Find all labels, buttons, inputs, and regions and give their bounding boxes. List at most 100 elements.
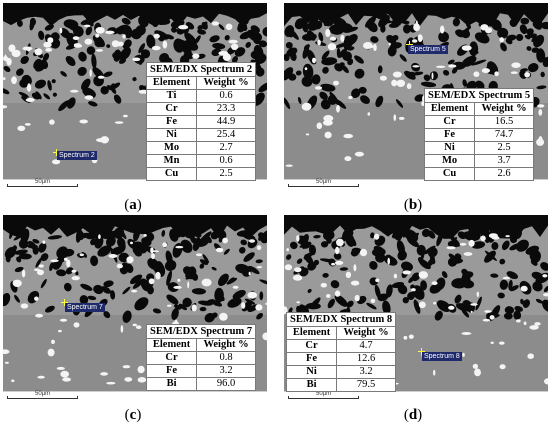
edx-row: Cr 16.5 [423,115,535,129]
edx-table-title: SEM/EDX Spectrum 8 [286,312,397,326]
edx-table-title: SEM/EDX Spectrum 7 [146,324,257,338]
col-element-header: Element [423,102,476,116]
element-cell: Ti [145,89,198,103]
scale-line [288,186,358,187]
weight-cell: 0.8 [196,351,257,365]
spectrum-label-c: Spectrum 7 [65,303,105,312]
edx-row: Cr 0.8 [145,351,257,365]
edx-row: Ni 3.2 [285,365,397,379]
edx-row: Cu 2.6 [423,167,535,181]
edx-row: Fe 3.2 [145,364,257,378]
edx-row: Cr 23.3 [145,102,257,116]
edx-row: Cu 2.5 [145,167,257,181]
weight-cell: 4.7 [336,339,397,353]
weight-cell: 2.5 [196,167,257,181]
panel-caption-c: (c) [124,407,142,423]
scale-bar-c: 50µm [3,391,267,401]
panel-caption-b: (b) [403,197,423,213]
spectrum-label-d: Spectrum 8 [422,352,462,361]
col-weight-header: Weight % [196,76,257,90]
element-cell: Bi [145,377,198,391]
element-cell: Ni [423,141,476,155]
weight-cell: 12.6 [336,352,397,366]
spectrum-marker-cross [418,348,425,355]
weight-cell: 0.6 [196,154,257,168]
scale-tick [358,184,359,187]
scale-label: 50µm [316,391,332,397]
weight-cell: 3.7 [474,154,535,168]
sem-image-d: Spectrum 8 50µm [284,215,548,401]
element-cell: Fe [145,364,198,378]
weight-cell: 2.6 [474,167,535,181]
element-cell: Cr [423,115,476,129]
sem-micrograph-c [3,215,267,401]
weight-cell: 79.5 [336,378,397,392]
col-weight-header: Weight % [196,338,257,352]
scale-line [7,398,77,399]
col-element-header: Element [145,76,198,90]
col-element-header: Element [145,338,198,352]
edx-table-d: SEM/EDX Spectrum 8 Element Weight % Cr 4.… [285,312,397,392]
weight-cell: 25.4 [196,128,257,142]
weight-cell: 2.7 [196,141,257,155]
weight-cell: 3.2 [336,365,397,379]
edx-row: Fe 74.7 [423,128,535,142]
col-weight-header: Weight % [336,326,397,340]
spectrum-marker-cross [61,299,68,306]
element-cell: Mo [145,141,198,155]
element-cell: Ni [285,365,338,379]
element-cell: Bi [285,378,338,392]
scale-bar-b: 50µm [284,179,548,189]
scale-tick [288,396,289,399]
edx-table-a: SEM/EDX Spectrum 2 Element Weight % Ti 0.… [145,62,257,181]
edx-row: Ni 25.4 [145,128,257,142]
element-cell: Mn [145,154,198,168]
weight-cell: 74.7 [474,128,535,142]
scale-tick [288,184,289,187]
element-cell: Fe [423,128,476,142]
scale-tick [7,396,8,399]
edx-table-b: SEM/EDX Spectrum 5 Element Weight % Cr 16… [423,88,535,181]
edx-table-title: SEM/EDX Spectrum 2 [146,62,257,76]
spectrum-marker-cross [53,149,60,156]
scale-label: 50µm [316,179,332,185]
element-cell: Fe [145,115,198,129]
weight-cell: 0.6 [196,89,257,103]
weight-cell: 44.9 [196,115,257,129]
scale-bar-d: 50µm [284,391,548,401]
element-cell: Ni [145,128,198,142]
spectrum-label-a: Spectrum 2 [57,151,97,160]
scale-line [7,186,77,187]
scale-bar-a: 50µm [3,179,267,189]
spectrum-label-b: Spectrum 5 [408,45,448,54]
edx-row: Ni 2.5 [423,141,535,155]
scale-tick [7,184,8,187]
scale-tick [358,396,359,399]
element-cell: Cu [423,167,476,181]
element-cell: Cr [145,102,198,116]
weight-cell: 16.5 [474,115,535,129]
edx-row: Mn 0.6 [145,154,257,168]
weight-cell: 2.5 [474,141,535,155]
weight-cell: 23.3 [196,102,257,116]
edx-row: Cr 4.7 [285,339,397,353]
edx-row: Mo 3.7 [423,154,535,168]
element-cell: Cr [145,351,198,365]
edx-row: Ti 0.6 [145,89,257,103]
panel-caption-d: (d) [403,407,423,423]
scale-tick [77,396,78,399]
element-cell: Cr [285,339,338,353]
col-element-header: Element [285,326,338,340]
weight-cell: 3.2 [196,364,257,378]
edx-row: Fe 12.6 [285,352,397,366]
element-cell: Cu [145,167,198,181]
scale-label: 50µm [35,391,51,397]
edx-row: Bi 79.5 [285,378,397,392]
element-cell: Fe [285,352,338,366]
edx-row: Fe 44.9 [145,115,257,129]
edx-table-c: SEM/EDX Spectrum 7 Element Weight % Cr 0.… [145,324,257,391]
edx-table-title: SEM/EDX Spectrum 5 [424,88,535,102]
edx-row: Bi 96.0 [145,377,257,391]
spectrum-marker-cross [406,41,413,48]
